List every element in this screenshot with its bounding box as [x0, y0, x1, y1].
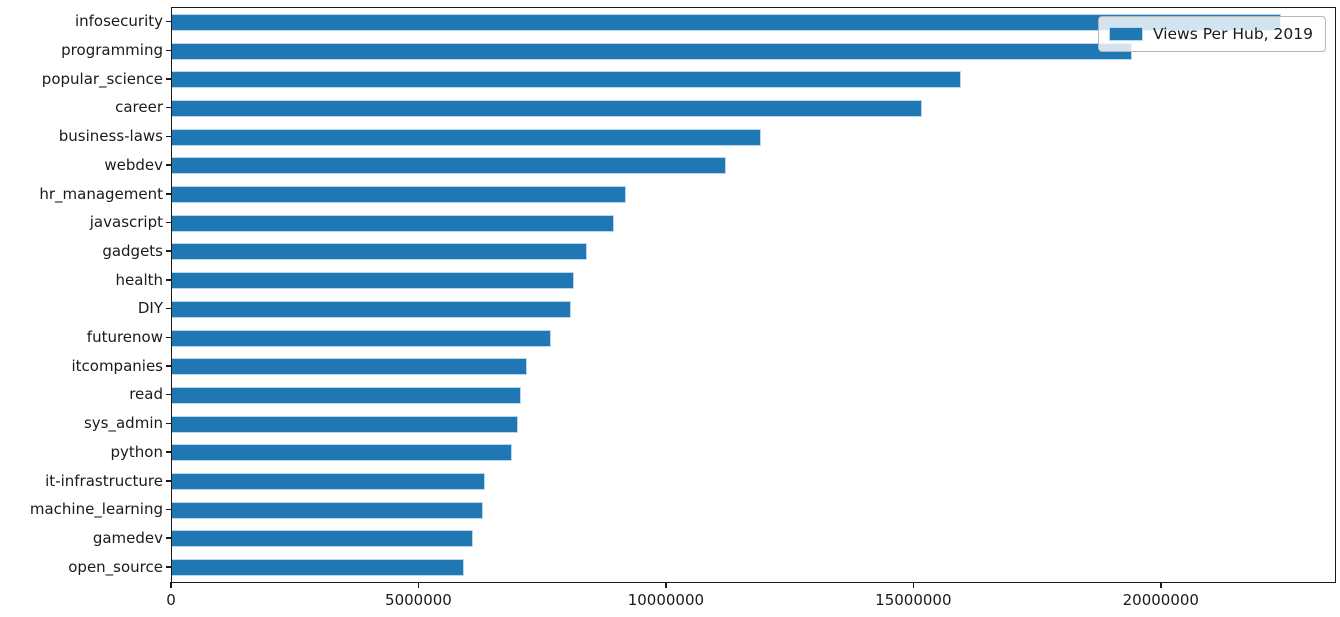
y-tick-mark — [166, 393, 171, 396]
y-tick-label: gadgets — [102, 241, 163, 260]
bar-webdev — [172, 157, 727, 175]
bar-futurenow — [172, 329, 552, 347]
y-tick-mark — [166, 365, 171, 367]
y-tick-mark — [166, 508, 171, 511]
bar-gamedev — [172, 530, 473, 548]
x-tick-mark — [912, 582, 915, 588]
y-tick-mark — [166, 336, 171, 339]
x-tick-label: 20000000 — [1122, 591, 1199, 609]
bar-health — [172, 272, 574, 290]
y-tick-label: business-laws — [58, 127, 163, 146]
y-tick-label: javascript — [89, 213, 163, 232]
y-tick-label: DIY — [137, 299, 163, 318]
y-tick-mark — [166, 250, 171, 252]
y-tick-label: sys_admin — [83, 414, 163, 433]
y-tick-label: career — [115, 98, 163, 117]
y-tick-mark — [166, 20, 171, 23]
x-tick-label: 5000000 — [385, 591, 452, 609]
y-tick-label: itcompanies — [71, 356, 163, 375]
bar-business-laws — [172, 128, 761, 146]
y-tick-mark — [166, 422, 171, 425]
y-tick-label: futurenow — [86, 328, 163, 347]
bar-programming — [172, 42, 1133, 60]
y-tick-mark — [166, 135, 171, 138]
y-tick-mark — [166, 106, 171, 109]
x-tick-label: 0 — [166, 591, 176, 609]
bar-career — [172, 99, 922, 117]
y-tick-mark — [166, 279, 171, 281]
y-tick-label: hr_management — [39, 184, 163, 203]
x-tick-mark — [1160, 582, 1162, 588]
plot-area: Views Per Hub, 2019 — [171, 7, 1336, 583]
legend-swatch-icon — [1108, 27, 1143, 41]
x-tick-label: 15000000 — [875, 591, 952, 609]
bar-popular_science — [172, 71, 962, 89]
y-tick-mark — [166, 537, 171, 539]
y-tick-mark — [166, 164, 171, 166]
bar-machine_learning — [172, 501, 483, 519]
y-tick-mark — [166, 49, 171, 52]
y-tick-label: webdev — [104, 155, 163, 174]
bar-gadgets — [172, 243, 587, 261]
x-tick-mark — [170, 582, 172, 588]
y-tick-mark — [166, 451, 171, 453]
y-tick-label: gamedev — [92, 528, 163, 547]
y-tick-label: programming — [61, 41, 163, 60]
bar-read — [172, 386, 521, 404]
bar-hr_management — [172, 186, 626, 204]
y-tick-mark — [166, 78, 171, 80]
bar-it-infrastructure — [172, 473, 485, 491]
bar-sys_admin — [172, 415, 518, 433]
y-tick-label: popular_science — [41, 69, 163, 88]
y-tick-mark — [166, 221, 171, 224]
y-tick-label: health — [115, 270, 163, 289]
y-tick-label: it-infrastructure — [45, 471, 163, 490]
x-tick-mark — [665, 582, 667, 588]
y-tick-label: open_source — [68, 557, 163, 576]
y-tick-mark — [166, 566, 171, 568]
y-tick-label: infosecurity — [74, 12, 163, 31]
y-tick-label: machine_learning — [29, 500, 163, 519]
bar-itcompanies — [172, 358, 527, 376]
x-tick-mark — [417, 582, 420, 588]
bar-open_source — [172, 559, 464, 577]
y-tick-label: python — [110, 442, 163, 461]
y-tick-mark — [166, 307, 171, 310]
legend: Views Per Hub, 2019 — [1097, 16, 1326, 52]
y-tick-mark — [166, 193, 171, 195]
y-tick-label: read — [129, 385, 163, 404]
y-tick-mark — [166, 480, 171, 482]
legend-label: Views Per Hub, 2019 — [1152, 25, 1313, 43]
bar-javascript — [172, 214, 614, 232]
bar-DIY — [172, 300, 571, 318]
bar-python — [172, 444, 512, 462]
x-tick-label: 10000000 — [627, 591, 705, 609]
